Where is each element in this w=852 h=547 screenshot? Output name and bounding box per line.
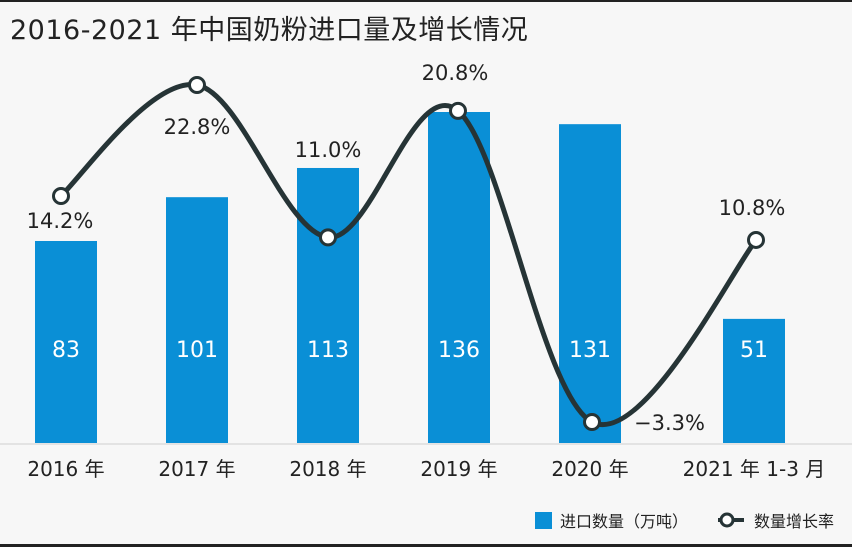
- growth-label-2: 11.0%: [295, 138, 362, 162]
- x-tick-label-0: 2016 年: [27, 457, 104, 481]
- bar-5: [723, 318, 785, 443]
- bar-4: [559, 124, 621, 443]
- growth-marker-5: [747, 230, 765, 249]
- bar-value-label-0: 83: [52, 338, 80, 363]
- legend-bar-label: 进口数量（万吨）: [559, 512, 688, 531]
- bar-value-label-5: 51: [740, 338, 768, 363]
- legend: 进口数量（万吨） 数量增长率: [534, 508, 834, 532]
- x-tick-label-4: 2020 年: [551, 457, 628, 481]
- x-tick-label-1: 2017 年: [158, 457, 235, 481]
- x-tick-label-2: 2018 年: [289, 457, 366, 481]
- growth-label-0: 14.2%: [27, 209, 94, 233]
- growth-label-1: 22.8%: [164, 115, 231, 139]
- legend-line-entry: 数量增长率: [688, 508, 834, 532]
- growth-marker-2: [319, 228, 337, 247]
- x-tick-label-5: 2021 年 1-3 月: [683, 457, 826, 481]
- bar-value-label-3: 136: [438, 338, 480, 363]
- growth-marker-4: [583, 413, 601, 431]
- top-rule: [0, 0, 852, 2]
- bar-0: [35, 240, 97, 443]
- bar-2: [297, 167, 359, 443]
- x-tick-label-3: 2019 年: [420, 457, 497, 481]
- legend-line-label: 数量增长率: [753, 512, 834, 531]
- bar-value-label-1: 101: [176, 338, 218, 363]
- legend-bar-swatch: [534, 511, 552, 529]
- legend-line-swatch: [717, 512, 744, 528]
- bar-value-label-4: 131: [569, 338, 611, 363]
- growth-marker-0: [52, 187, 70, 206]
- bar-3: [428, 112, 490, 443]
- growth-marker-3: [449, 101, 467, 120]
- growth-label-4: −3.3%: [634, 411, 705, 435]
- bar-1: [166, 197, 228, 443]
- legend-bar-entry: 进口数量（万吨）: [534, 508, 688, 532]
- growth-label-3: 20.8%: [422, 61, 489, 85]
- bar-value-label-2: 113: [307, 338, 349, 363]
- chart-title: 2016-2021 年中国奶粉进口量及增长情况: [10, 15, 529, 46]
- growth-label-5: 10.8%: [719, 196, 786, 220]
- growth-marker-1: [188, 76, 206, 94]
- chart-area: 83 101 113 136 131 51 2016 年 2017 年 2018 年 2019 年…: [0, 61, 852, 481]
- bottom-rule: [0, 544, 852, 547]
